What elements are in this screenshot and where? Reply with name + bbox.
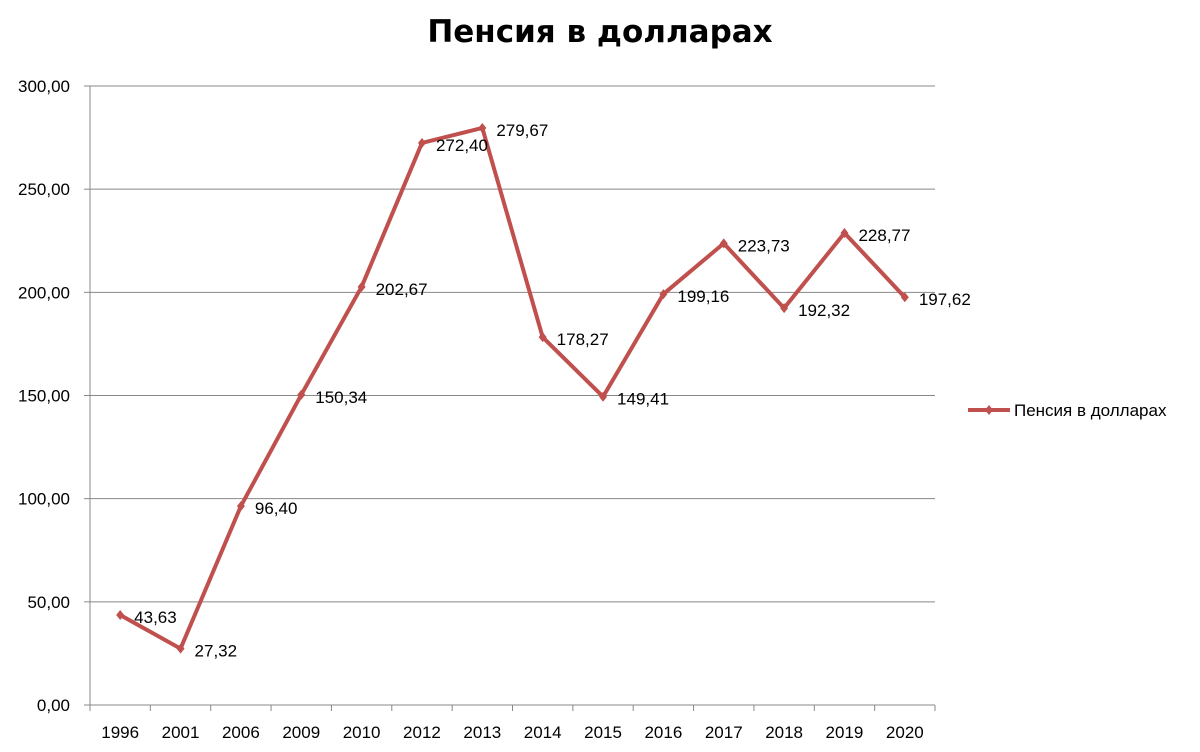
x-tick-label: 2001 <box>162 723 200 742</box>
y-tick-label: 150,00 <box>18 387 70 406</box>
data-label: 199,16 <box>677 287 729 306</box>
data-point-marker <box>900 292 909 303</box>
data-label: 178,27 <box>557 330 609 349</box>
data-point-marker <box>417 137 426 148</box>
x-tick-label: 2014 <box>524 723 562 742</box>
x-tick-label: 2012 <box>403 723 441 742</box>
data-point-marker <box>780 303 789 314</box>
y-tick-label: 250,00 <box>18 180 70 199</box>
x-tick-label: 2015 <box>584 723 622 742</box>
data-label: 43,63 <box>134 608 177 627</box>
axes: 0,00 50,00 100,00 150,00 200,00 250,00 300,00 1… <box>18 77 936 742</box>
y-tick-label: 200,00 <box>18 283 70 302</box>
gridlines <box>90 85 935 603</box>
data-point-marker <box>236 501 245 512</box>
x-tick-label: 1996 <box>101 723 139 742</box>
data-label: 150,34 <box>315 388 367 407</box>
x-tick-label: 2016 <box>644 723 682 742</box>
y-tick-label: 100,00 <box>18 490 70 509</box>
legend-entry-label: Пенсия в долларах <box>1014 401 1167 420</box>
x-tick-label: 2020 <box>886 723 924 742</box>
chart-title: Пенсия в долларах <box>427 14 773 50</box>
data-label: 279,67 <box>496 121 548 140</box>
data-point-marker <box>659 289 668 300</box>
x-tick-label: 2006 <box>222 723 260 742</box>
data-label: 228,77 <box>858 226 910 245</box>
data-point-marker <box>357 281 366 292</box>
series-layer <box>116 122 909 654</box>
data-label: 149,41 <box>617 390 669 409</box>
y-tick-label: 300,00 <box>18 77 70 96</box>
data-point-marker <box>297 389 306 400</box>
series-line <box>118 125 907 651</box>
data-point-marker <box>478 122 487 133</box>
x-tick-label: 2019 <box>826 723 864 742</box>
x-tick-label: 2017 <box>705 723 743 742</box>
y-tick-label: 0,00 <box>37 696 70 715</box>
legend: Пенсия в долларах <box>968 401 1167 420</box>
x-tick-label: 2018 <box>765 723 803 742</box>
data-label: 202,67 <box>376 280 428 299</box>
data-point-marker <box>599 391 608 402</box>
data-label: 192,32 <box>798 301 850 320</box>
data-point-marker <box>538 332 547 343</box>
data-label: 223,73 <box>738 236 790 255</box>
data-labels: 43,63 27,32 96,40 150,34 202,67 272,40 279,67 1… <box>134 121 971 661</box>
data-point-marker <box>840 227 849 238</box>
data-label: 272,40 <box>436 136 488 155</box>
data-label: 197,62 <box>919 290 971 309</box>
data-point-marker <box>116 609 125 620</box>
x-tick-label: 2013 <box>463 723 501 742</box>
y-tick-label: 50,00 <box>27 593 70 612</box>
legend-marker-swatch <box>985 405 993 415</box>
x-tick-label: 2010 <box>343 723 381 742</box>
data-point-marker <box>176 643 185 654</box>
x-tick-label: 2009 <box>282 723 320 742</box>
data-point-marker <box>719 238 728 249</box>
data-label: 96,40 <box>255 499 298 518</box>
data-label: 27,32 <box>195 642 238 661</box>
